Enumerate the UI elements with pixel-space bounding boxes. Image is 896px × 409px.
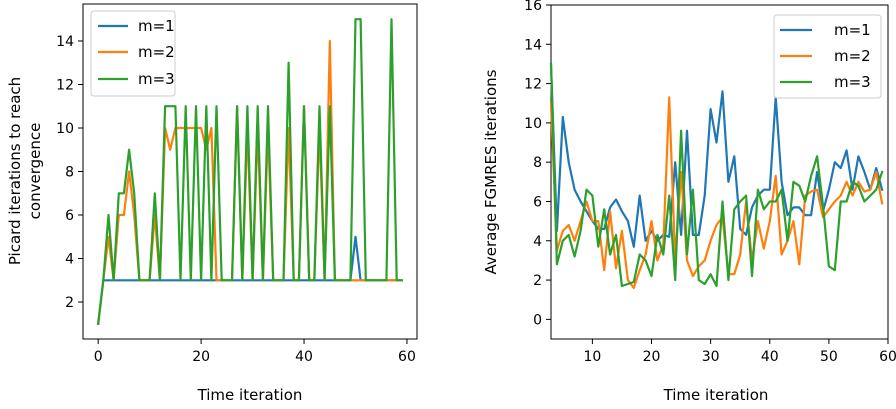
legend-left: m=1 m=2 m=3 (90, 10, 176, 97)
x-tick-label: 50 (820, 349, 838, 365)
x-axis-label-left: Time iteration (197, 386, 303, 404)
y-tick-label: 8 (65, 165, 74, 181)
y-tick-label: 2 (533, 273, 542, 289)
y-tick-label: 6 (533, 194, 542, 210)
y-tick-label: 10 (56, 121, 74, 137)
y-tick-label: 12 (524, 77, 542, 93)
legend-label-m2-left: m=2 (138, 43, 175, 61)
x-tick-label: 30 (702, 349, 720, 365)
chart-picard: 0 20 40 60 2 4 6 8 10 12 14 Time iteration Picard… (6, 3, 418, 404)
legend-label-m1-right: m=1 (834, 21, 871, 39)
x-axis-label-right: Time iteration (663, 386, 769, 404)
legend-box-left (90, 10, 176, 97)
y-axis-label-right: Average FGMRES iterations (482, 69, 500, 274)
legend-label-m3-right: m=3 (834, 73, 871, 91)
y-tick-label: 12 (56, 77, 74, 93)
x-tick-label: 20 (643, 349, 661, 365)
series-group-left (96, 18, 403, 326)
x-tick-label: 10 (583, 349, 601, 365)
legend-label-m1-left: m=1 (138, 17, 175, 35)
x-ticks-right: 10 20 30 40 50 60 (583, 339, 896, 365)
y-tick-label: 4 (65, 252, 74, 268)
legend-label-m3-left: m=3 (138, 70, 175, 88)
y-tick-label: 14 (56, 34, 74, 50)
x-ticks-left: 0 20 40 60 (94, 339, 416, 365)
series-line-m3-left (96, 18, 403, 326)
y-tick-label: 4 (533, 234, 542, 250)
series-group-right (549, 62, 884, 289)
x-tick-label: 40 (761, 349, 779, 365)
x-tick-label: 20 (192, 349, 210, 365)
y-ticks-left: 2 4 6 8 10 12 14 (56, 34, 83, 311)
chart-fgmres: 10 20 30 40 50 60 0 2 4 6 8 10 12 14 16 Time iteratio… (482, 0, 896, 404)
legend-box-right (773, 14, 882, 99)
y-tick-label: 16 (524, 0, 542, 14)
y-axis-label-left-line1: Picard iterations to reach (6, 77, 24, 265)
x-tick-label: 60 (879, 349, 896, 365)
y-tick-label: 2 (65, 295, 74, 311)
legend-right: m=1 m=2 m=3 (773, 14, 882, 99)
y-tick-label: 6 (65, 208, 74, 224)
x-tick-label: 60 (398, 349, 416, 365)
plot-area-right (550, 4, 889, 340)
y-tick-label: 8 (533, 155, 542, 171)
legend-label-m2-right: m=2 (834, 47, 871, 65)
x-tick-label: 0 (94, 349, 103, 365)
y-axis-label-left-line2: convergence (26, 123, 44, 220)
y-tick-label: 10 (524, 116, 542, 132)
series-line-m3-right (549, 62, 884, 288)
y-tick-label: 0 (533, 312, 542, 328)
x-tick-label: 40 (295, 349, 313, 365)
y-ticks-right: 0 2 4 6 8 10 12 14 16 (524, 0, 551, 328)
series-line-m2-right (549, 96, 884, 289)
y-tick-label: 14 (524, 37, 542, 53)
